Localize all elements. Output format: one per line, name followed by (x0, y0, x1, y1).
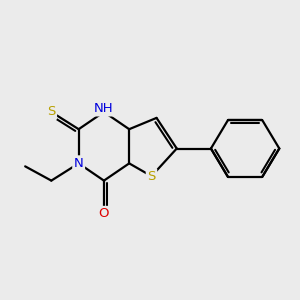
Text: O: O (99, 207, 109, 220)
Text: NH: NH (94, 102, 114, 115)
Text: S: S (147, 170, 156, 183)
Text: S: S (47, 106, 56, 118)
Text: N: N (74, 157, 83, 170)
